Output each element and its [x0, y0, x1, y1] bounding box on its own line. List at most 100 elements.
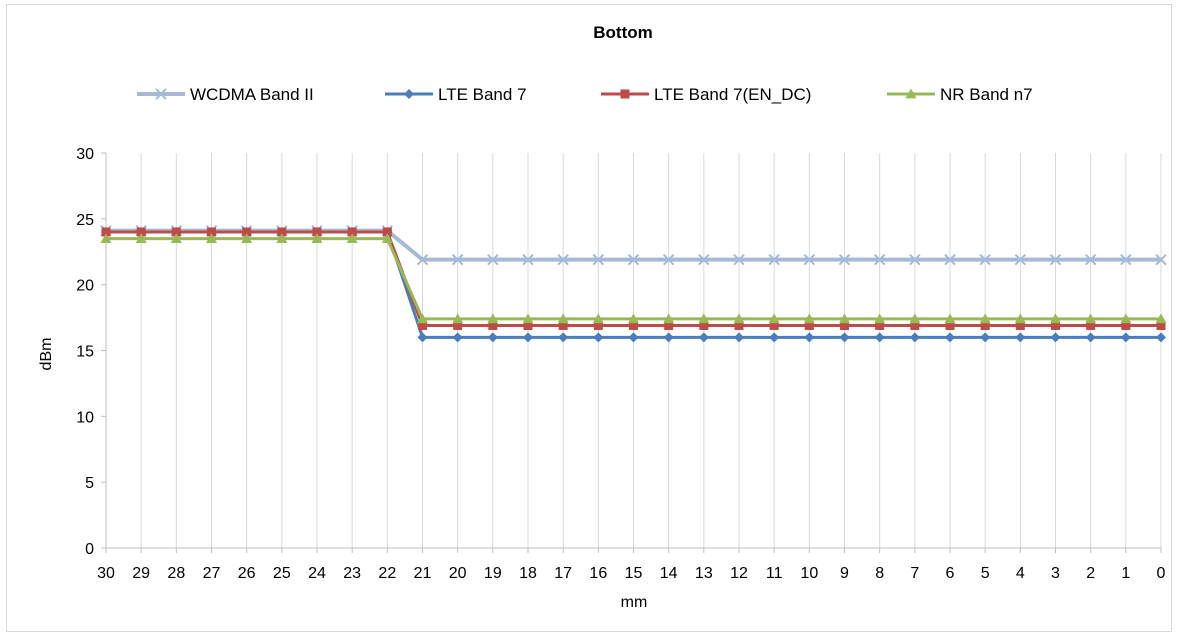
marker-stroke: [979, 253, 991, 266]
data-point: [453, 320, 463, 330]
x-tick-label: 24: [308, 565, 326, 582]
data-point: [1155, 253, 1167, 266]
marker-stroke: [1084, 253, 1097, 266]
data-point: [347, 227, 357, 237]
data-point: [734, 320, 744, 330]
data-point: [733, 313, 745, 324]
y-axis-title: dBm: [38, 338, 55, 371]
data-point: [487, 313, 499, 324]
data-point: [1086, 320, 1096, 330]
data-point: [944, 253, 956, 266]
legend-marker: [620, 89, 630, 99]
data-point: [1156, 320, 1166, 330]
data-point: [1120, 253, 1132, 266]
data-point: [593, 320, 603, 330]
data-point: [979, 253, 991, 266]
data-point: [135, 233, 147, 243]
x-tick-label: 26: [238, 565, 256, 582]
data-point: [628, 313, 639, 324]
series-group: [100, 224, 1167, 343]
marker-stroke: [451, 253, 464, 266]
x-tick-label: 27: [203, 565, 221, 582]
data-point: [803, 253, 816, 266]
data-point: [628, 332, 639, 343]
x-tick-label: 20: [449, 565, 467, 582]
data-point: [277, 227, 287, 237]
data-point: [136, 227, 146, 237]
data-point: [1120, 332, 1131, 343]
x-tick-label: 15: [625, 565, 643, 582]
x-tick-label: 7: [910, 565, 919, 582]
series-nr-band-n7: [100, 233, 1167, 324]
data-point: [768, 253, 780, 266]
marker-stroke: [592, 253, 605, 266]
marker-stroke: [155, 88, 167, 100]
data-point: [452, 332, 463, 343]
legend-label: NR Band n7: [940, 85, 1033, 104]
x-tick-label: 3: [1051, 565, 1060, 582]
data-point: [980, 320, 990, 330]
marker-stroke: [909, 253, 921, 266]
data-point: [698, 313, 710, 324]
x-tick-label: 9: [840, 565, 849, 582]
data-point: [418, 320, 427, 330]
data-point: [592, 313, 604, 324]
data-point: [874, 332, 885, 343]
data-point: [1014, 253, 1027, 266]
data-point: [874, 313, 886, 324]
x-tick-label: 2: [1086, 565, 1095, 582]
legend-item: LTE Band 7(EN_DC): [601, 85, 811, 104]
data-point: [1015, 320, 1025, 330]
data-point: [416, 253, 429, 266]
data-point: [838, 253, 851, 266]
marker-stroke: [873, 253, 886, 266]
data-point: [840, 320, 849, 330]
chart-title: Bottom: [593, 23, 652, 42]
data-point: [803, 313, 815, 324]
data-point: [839, 313, 850, 324]
data-point: [699, 320, 709, 330]
data-point: [417, 313, 428, 324]
x-tick-labels: 30 29 28 27 26 25 24 23 22 21 20 19 18 17 16 15 14 13 12 11…: [97, 565, 1165, 582]
legend-item: WCDMA Band II: [137, 85, 314, 104]
data-point: [909, 313, 921, 324]
data-point: [769, 320, 779, 330]
data-point: [242, 227, 252, 237]
x-tick-label: 10: [800, 565, 818, 582]
data-point: [1014, 313, 1026, 324]
marker-stroke: [944, 253, 956, 266]
data-point: [522, 313, 534, 324]
x-tick-label: 8: [875, 565, 884, 582]
legend-item: LTE Band 7: [385, 85, 527, 104]
x-tick-label: 11: [766, 565, 783, 582]
data-point: [101, 227, 111, 237]
data-point: [522, 253, 534, 266]
marker-stroke: [557, 253, 569, 266]
marker-stroke: [1120, 253, 1132, 266]
y-tick-label: 10: [76, 409, 94, 426]
x-tick-label: 22: [378, 565, 396, 582]
data-point: [1155, 313, 1167, 324]
data-point: [241, 233, 253, 243]
x-tick-label: 0: [1157, 565, 1166, 582]
marker-stroke: [838, 253, 851, 266]
y-tick-label: 25: [76, 212, 94, 229]
marker-stroke: [1014, 253, 1027, 266]
data-point: [664, 320, 674, 330]
data-point: [945, 320, 955, 330]
axes: [101, 152, 1162, 553]
x-tick-label: 14: [660, 565, 678, 582]
data-point: [1085, 332, 1096, 343]
y-tick-label: 15: [76, 344, 94, 361]
marker-stroke: [1049, 253, 1062, 266]
data-point: [804, 320, 814, 330]
marker-stroke: [416, 253, 429, 266]
data-point: [557, 253, 569, 266]
data-point: [629, 320, 638, 330]
data-point: [1050, 313, 1061, 324]
data-point: [768, 313, 780, 324]
data-point: [909, 253, 921, 266]
data-point: [733, 253, 745, 266]
data-point: [663, 313, 675, 324]
marker-stroke: [733, 253, 745, 266]
